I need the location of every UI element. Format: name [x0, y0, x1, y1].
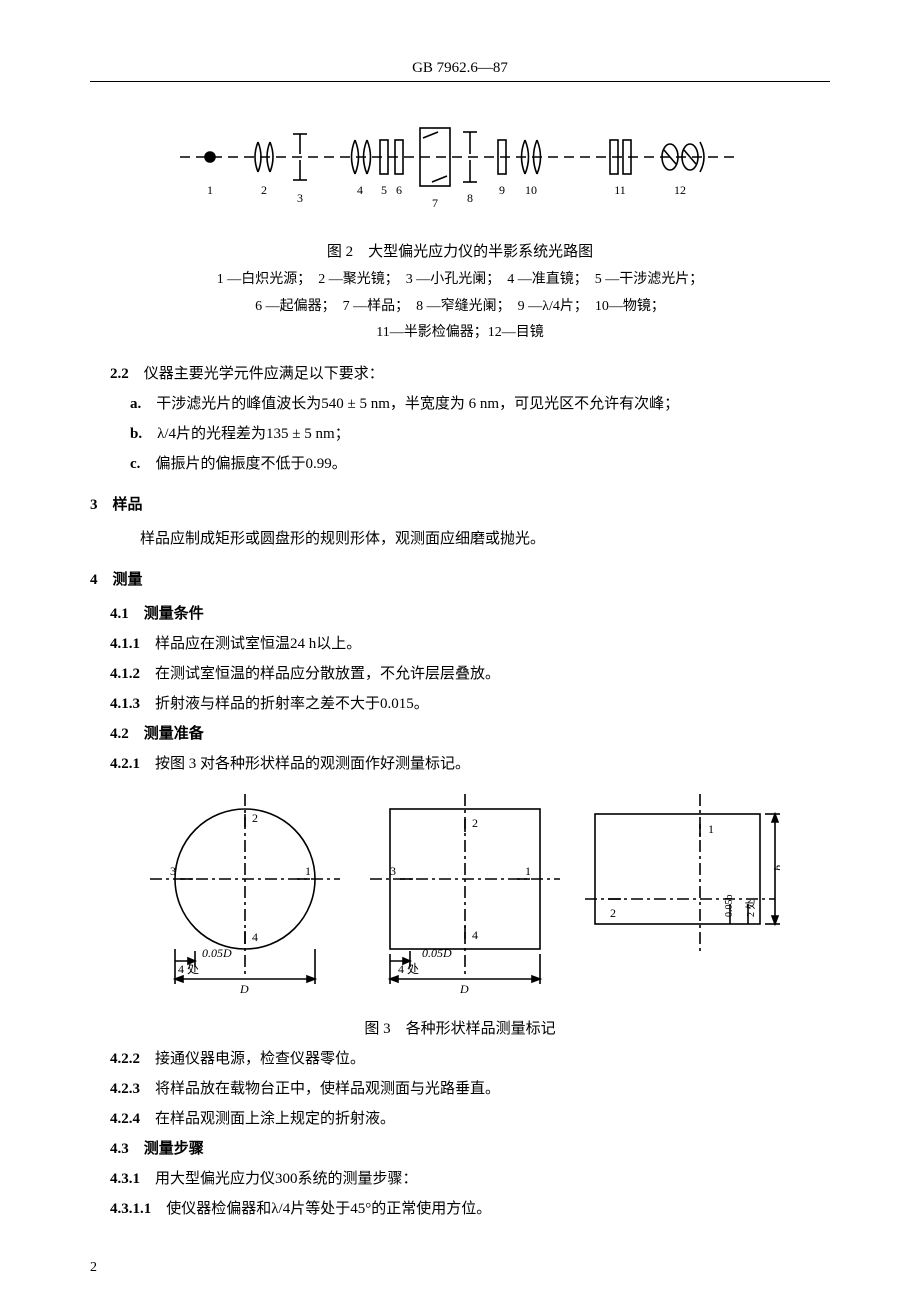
- item-2-2-c: c. 偏振片的偏振度不低于0.99。: [90, 449, 830, 479]
- section-4-1-num: 4.1: [110, 606, 129, 622]
- svg-text:4: 4: [252, 930, 258, 944]
- section-4-1-1: 4.1.1 样品应在测试室恒温24 h以上。: [90, 629, 830, 659]
- item-2-2-b-text: λ/4片的光程差为135 ± 5 nm；: [157, 426, 350, 442]
- figure-2-legend-line-1: 1 —白炽光源； 2 —聚光镜； 3 —小孔光阑； 4 —准直镜； 5 —干涉滤…: [90, 267, 830, 294]
- section-4-1-1-num: 4.1.1: [110, 636, 140, 652]
- section-4-2-3-num: 4.2.3: [110, 1081, 140, 1097]
- section-4-3-title: 测量步骤: [144, 1141, 204, 1157]
- svg-text:3: 3: [390, 864, 396, 878]
- page-number: 2: [90, 1260, 830, 1276]
- section-4-1-title: 测量条件: [144, 606, 204, 622]
- svg-text:9: 9: [499, 183, 505, 197]
- svg-text:0.05b: 0.05b: [724, 894, 735, 917]
- section-3-heading: 3 样品: [90, 493, 830, 514]
- section-4-2-num: 4.2: [110, 726, 129, 742]
- section-4-1-1-text: 样品应在测试室恒温24 h以上。: [155, 636, 361, 652]
- section-2-2: 2.2 仪器主要光学元件应满足以下要求：: [90, 359, 830, 389]
- figure-2-diagram: 1 2 3 4 5 6 7 8 9 10 11 12: [90, 112, 830, 222]
- section-4-1: 4.1 测量条件: [90, 599, 830, 629]
- svg-text:3: 3: [297, 191, 303, 205]
- section-3-title: 样品: [113, 497, 143, 513]
- svg-text:1: 1: [708, 822, 714, 836]
- section-4-1-3-num: 4.1.3: [110, 696, 140, 712]
- section-4-heading: 4 测量: [90, 568, 830, 589]
- section-2-2-num: 2.2: [110, 366, 129, 382]
- svg-text:2: 2: [472, 816, 478, 830]
- figure-2-legend-line-2: 6 —起偏器； 7 —样品； 8 —窄缝光阑； 9 —λ/4片； 10—物镜；: [90, 294, 830, 321]
- section-4-2: 4.2 测量准备: [90, 719, 830, 749]
- svg-text:2 处: 2 处: [745, 899, 757, 917]
- section-4-2-4: 4.2.4 在样品观测面上涂上规定的折射液。: [90, 1104, 830, 1134]
- section-4-3-1-text: 用大型偏光应力仪300系统的测量步骤：: [155, 1171, 418, 1187]
- item-2-2-a-text: 干涉滤光片的峰值波长为540 ± 5 nm，半宽度为 6 nm，可见光区不允许有…: [156, 396, 679, 412]
- header-rule: [90, 81, 830, 82]
- svg-text:7: 7: [432, 196, 438, 210]
- section-4-2-2-num: 4.2.2: [110, 1051, 140, 1067]
- svg-text:D: D: [239, 982, 249, 996]
- item-2-2-c-label: c.: [130, 456, 140, 472]
- svg-text:10: 10: [525, 183, 537, 197]
- item-2-2-b-label: b.: [130, 426, 142, 442]
- section-4-2-4-text: 在样品观测面上涂上规定的折射液。: [155, 1111, 395, 1127]
- figure-3-caption: 图 3 各种形状样品测量标记: [90, 1017, 830, 1038]
- item-2-2-b: b. λ/4片的光程差为135 ± 5 nm；: [90, 419, 830, 449]
- figure-2-legend-line-3: 11—半影检偏器；12—目镜: [90, 320, 830, 347]
- section-4-title: 测量: [113, 572, 143, 588]
- section-2-2-text: 仪器主要光学元件应满足以下要求：: [144, 366, 384, 382]
- svg-text:1: 1: [305, 864, 311, 878]
- section-4-2-1-num: 4.2.1: [110, 756, 140, 772]
- section-4-2-title: 测量准备: [144, 726, 204, 742]
- svg-text:12: 12: [674, 183, 686, 197]
- svg-text:6: 6: [396, 183, 402, 197]
- section-4-num: 4: [90, 572, 98, 588]
- section-3-body: 样品应制成矩形或圆盘形的规则形体，观测面应细磨或抛光。: [90, 524, 830, 554]
- section-4-3: 4.3 测量步骤: [90, 1134, 830, 1164]
- section-4-1-2-num: 4.1.2: [110, 666, 140, 682]
- figure-2-caption: 图 2 大型偏光应力仪的半影系统光路图: [90, 240, 830, 261]
- svg-text:4 处: 4 处: [398, 962, 419, 976]
- section-4-1-2-text: 在测试室恒温的样品应分散放置，不允许层层叠放。: [155, 666, 500, 682]
- svg-text:2: 2: [261, 183, 267, 197]
- svg-text:b: b: [771, 865, 780, 871]
- figure-2-legend: 1 —白炽光源； 2 —聚光镜； 3 —小孔光阑； 4 —准直镜； 5 —干涉滤…: [90, 267, 830, 347]
- section-3-num: 3: [90, 497, 98, 513]
- section-4-2-2-text: 接通仪器电源，检查仪器零位。: [155, 1051, 365, 1067]
- section-4-1-3: 4.1.3 折射液与样品的折射率之差不大于0.015。: [90, 689, 830, 719]
- item-2-2-c-text: 偏振片的偏振度不低于0.99。: [155, 456, 346, 472]
- figure-3-diagram: 2 1 3 4 0.05D 4 处 D 2 1 3 4 0.05D 4 处 D …: [90, 789, 830, 999]
- header-standard-code: GB 7962.6—87: [90, 60, 830, 77]
- section-4-2-1: 4.2.1 按图 3 对各种形状样品的观测面作好测量标记。: [90, 749, 830, 779]
- svg-text:0.05D: 0.05D: [202, 946, 232, 960]
- item-2-2-a: a. 干涉滤光片的峰值波长为540 ± 5 nm，半宽度为 6 nm，可见光区不…: [90, 389, 830, 419]
- section-4-3-num: 4.3: [110, 1141, 129, 1157]
- section-4-1-2: 4.1.2 在测试室恒温的样品应分散放置，不允许层层叠放。: [90, 659, 830, 689]
- section-4-3-1: 4.3.1 用大型偏光应力仪300系统的测量步骤：: [90, 1164, 830, 1194]
- svg-text:2: 2: [252, 811, 258, 825]
- section-4-2-3: 4.2.3 将样品放在载物台正中，使样品观测面与光路垂直。: [90, 1074, 830, 1104]
- svg-text:0.05D: 0.05D: [422, 946, 452, 960]
- svg-text:D: D: [459, 982, 469, 996]
- section-4-3-1-1-text: 使仪器检偏器和λ/4片等处于45°的正常使用方位。: [166, 1201, 491, 1217]
- svg-text:1: 1: [207, 183, 213, 197]
- svg-text:11: 11: [614, 183, 626, 197]
- section-4-2-3-text: 将样品放在载物台正中，使样品观测面与光路垂直。: [155, 1081, 500, 1097]
- section-4-2-1-text: 按图 3 对各种形状样品的观测面作好测量标记。: [155, 756, 470, 772]
- section-4-3-1-num: 4.3.1: [110, 1171, 140, 1187]
- section-4-1-3-text: 折射液与样品的折射率之差不大于0.015。: [155, 696, 429, 712]
- item-2-2-a-label: a.: [130, 396, 141, 412]
- svg-text:4: 4: [472, 928, 478, 942]
- section-4-3-1-1-num: 4.3.1.1: [110, 1201, 151, 1217]
- section-4-2-4-num: 4.2.4: [110, 1111, 140, 1127]
- svg-text:1: 1: [525, 864, 531, 878]
- svg-text:2: 2: [610, 906, 616, 920]
- section-4-2-2: 4.2.2 接通仪器电源，检查仪器零位。: [90, 1044, 830, 1074]
- svg-text:3: 3: [170, 864, 176, 878]
- svg-text:4 处: 4 处: [178, 962, 199, 976]
- svg-text:4: 4: [357, 183, 363, 197]
- section-4-3-1-1: 4.3.1.1 使仪器检偏器和λ/4片等处于45°的正常使用方位。: [90, 1194, 830, 1224]
- svg-text:5: 5: [381, 183, 387, 197]
- svg-text:8: 8: [467, 191, 473, 205]
